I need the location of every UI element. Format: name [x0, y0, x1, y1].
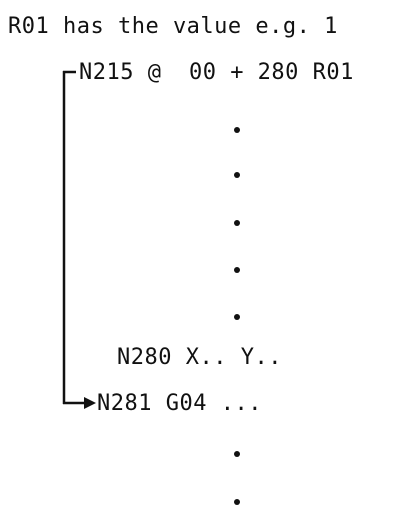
ellipsis-dot: [234, 172, 240, 178]
ellipsis-dot: [234, 220, 240, 226]
next-line: N281 G04 ...: [97, 391, 262, 416]
intro-text: R01 has the value e.g. 1: [8, 14, 338, 39]
ellipsis-dot: [234, 314, 240, 320]
ellipsis-dot: [234, 451, 240, 457]
target-line: N280 X.. Y..: [117, 345, 282, 370]
jump-line: N215 @ 00 + 280 R01: [79, 60, 354, 85]
ellipsis-dot: [234, 499, 240, 505]
ellipsis-dot: [234, 127, 240, 133]
arrow-head: [84, 397, 96, 409]
ellipsis-dot: [234, 267, 240, 273]
